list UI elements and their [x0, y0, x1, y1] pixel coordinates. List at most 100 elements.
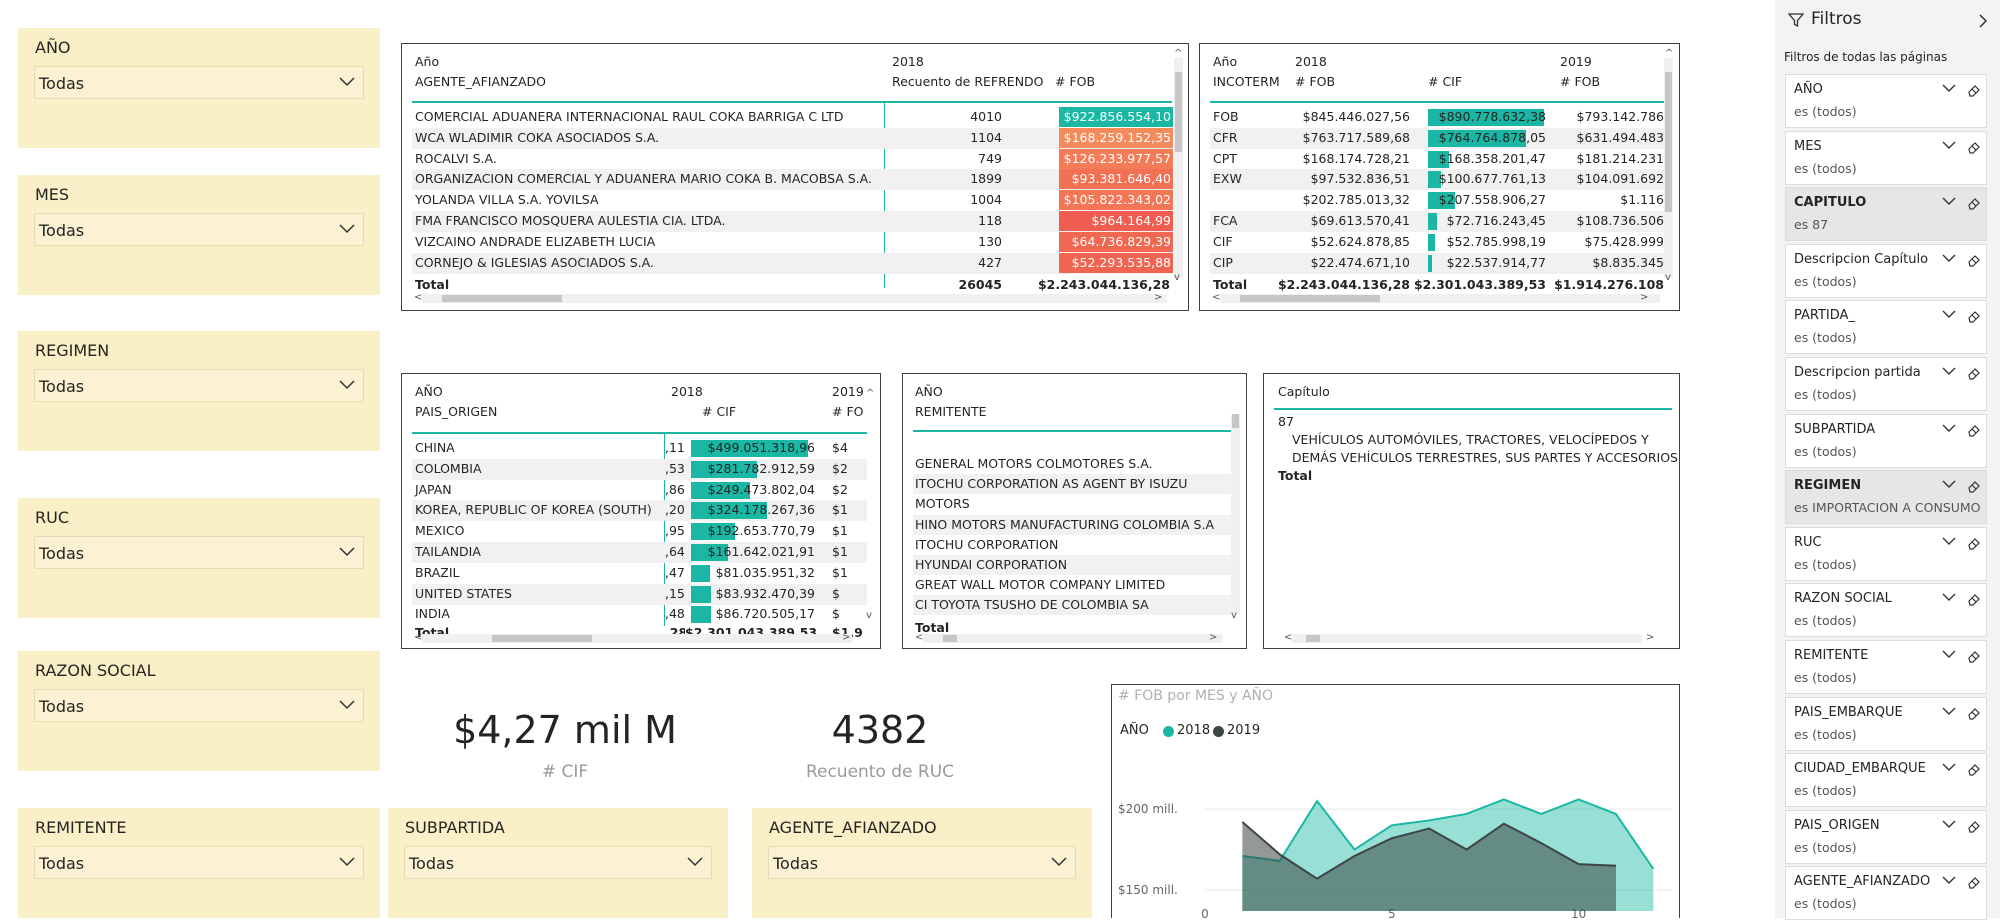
slicer-dropdown-subpartida[interactable]: Todas — [404, 846, 712, 879]
chevron-down-icon[interactable] — [1942, 480, 1956, 489]
chevron-down-icon[interactable] — [1942, 650, 1956, 659]
incoterm-name[interactable]: FOB — [1213, 107, 1239, 127]
slicer-dropdown-mes[interactable]: Todas — [34, 213, 364, 246]
eraser-icon[interactable] — [1967, 140, 1981, 154]
scroll-down-icon[interactable]: v — [1174, 272, 1180, 283]
eraser-icon[interactable] — [1967, 536, 1981, 550]
chevron-down-icon[interactable] — [1942, 820, 1956, 829]
collapse-pane-icon[interactable] — [1978, 14, 1988, 28]
slicer-dropdown-remitente[interactable]: Todas — [34, 846, 364, 879]
eraser-icon[interactable] — [1967, 762, 1981, 776]
scroll-down-icon[interactable]: v — [1231, 610, 1237, 621]
incoterm-name[interactable]: CIP — [1213, 253, 1233, 273]
scroll-left-icon[interactable]: < — [414, 632, 422, 643]
incoterm-name[interactable]: FCA — [1213, 211, 1237, 231]
eraser-icon[interactable] — [1967, 706, 1981, 720]
chevron-down-icon[interactable] — [1942, 141, 1956, 150]
agente-name[interactable]: FMA FRANCISCO MOSQUERA AULESTIA CIA. LTD… — [415, 211, 725, 231]
slicer-dropdown-razon-social[interactable]: Todas — [34, 689, 364, 722]
agente-name[interactable]: YOLANDA VILLA S.A. YOVILSA — [415, 190, 599, 210]
remitente-name[interactable]: HYUNDAI CORPORATION — [915, 555, 1231, 575]
pais-name[interactable]: BRAZIL — [415, 563, 460, 583]
remitente-name[interactable]: GREAT WALL MOTOR COMPANY LIMITED — [915, 575, 1231, 595]
chevron-down-icon[interactable] — [1942, 537, 1956, 546]
eraser-icon[interactable] — [1967, 366, 1981, 380]
scroll-right-icon[interactable]: > — [1154, 292, 1162, 303]
remitente-name[interactable]: CI TOYOTA TSUSHO DE COLOMBIA SA — [915, 595, 1231, 615]
chevron-down-icon[interactable] — [1942, 254, 1956, 263]
agente-name[interactable]: WCA WLADIMIR COKA ASOCIADOS S.A. — [415, 128, 659, 148]
scroll-up-icon[interactable]: ^ — [866, 388, 874, 399]
capitulo-description[interactable]: DEMÁS VEHÍCULOS TERRESTRES, SUS PARTES Y… — [1292, 448, 1678, 468]
chevron-down-icon[interactable] — [1942, 424, 1956, 433]
pais-name[interactable]: JAPAN — [415, 480, 452, 500]
horizontal-scrollbar[interactable] — [923, 634, 1223, 643]
incoterm-name[interactable]: EXW — [1213, 169, 1242, 189]
chevron-down-icon[interactable] — [1942, 876, 1956, 885]
eraser-icon[interactable] — [1967, 649, 1981, 663]
scroll-right-icon[interactable]: > — [1640, 292, 1648, 303]
scroll-right-icon[interactable]: > — [1209, 632, 1217, 643]
pais-name[interactable]: INDIA — [415, 604, 450, 624]
capitulo-description[interactable]: VEHÍCULOS AUTOMÓVILES, TRACTORES, VELOCÍ… — [1292, 430, 1649, 450]
remitente-name[interactable]: ITOCHU CORPORATION — [915, 535, 1231, 555]
remitente-name[interactable]: MOTORS — [915, 494, 1231, 514]
scroll-up-icon[interactable]: ^ — [1665, 48, 1673, 59]
scroll-right-icon[interactable]: > — [1646, 632, 1654, 643]
scroll-left-icon[interactable]: < — [414, 292, 422, 303]
scroll-left-icon[interactable]: < — [1284, 632, 1292, 643]
scroll-right-icon[interactable]: > — [842, 632, 850, 643]
chevron-down-icon[interactable] — [1942, 197, 1956, 206]
pais-name[interactable]: CHINA — [415, 438, 455, 458]
chevron-down-icon[interactable] — [1942, 593, 1956, 602]
eraser-icon[interactable] — [1967, 423, 1981, 437]
scroll-down-icon[interactable]: v — [1665, 272, 1671, 283]
capitulo-code[interactable]: 87 — [1278, 412, 1294, 432]
horizontal-scrollbar[interactable] — [422, 294, 1167, 303]
scroll-down-icon[interactable]: v — [866, 610, 872, 621]
slicer-dropdown-regimen[interactable]: Todas — [34, 369, 364, 402]
agente-name[interactable]: VIZCAINO ANDRADE ELIZABETH LUCIA — [415, 232, 655, 252]
eraser-icon[interactable] — [1967, 309, 1981, 323]
eraser-icon[interactable] — [1967, 196, 1981, 210]
pais-name[interactable]: MEXICO — [415, 521, 465, 541]
horizontal-scrollbar[interactable] — [422, 634, 852, 643]
eraser-icon[interactable] — [1967, 253, 1981, 267]
slicer-dropdown-agente[interactable]: Todas — [768, 846, 1076, 879]
pais-name[interactable]: TAILANDIA — [415, 542, 481, 562]
incoterm-name[interactable]: CPT — [1213, 149, 1237, 169]
horizontal-scrollbar[interactable] — [1220, 294, 1660, 303]
vertical-scrollbar[interactable] — [1664, 58, 1673, 278]
eraser-icon[interactable] — [1967, 83, 1981, 97]
incoterm-name[interactable]: CIF — [1213, 232, 1233, 252]
agente-name[interactable]: ORGANIZACION COMERCIAL Y ADUANERA MARIO … — [415, 169, 872, 189]
vertical-scrollbar[interactable] — [1231, 414, 1240, 614]
remitente-name[interactable]: ITOCHU CORPORATION AS AGENT BY ISUZU — [915, 474, 1231, 494]
chevron-down-icon[interactable] — [1942, 707, 1956, 716]
eraser-icon[interactable] — [1967, 819, 1981, 833]
incoterm-name[interactable]: CFR — [1213, 128, 1238, 148]
chevron-down-icon[interactable] — [1942, 84, 1956, 93]
chevron-down-icon[interactable] — [1942, 310, 1956, 319]
remitente-name[interactable]: HINO MOTORS MANUFACTURING COLOMBIA S.A — [915, 515, 1231, 535]
scroll-left-icon[interactable]: < — [1212, 292, 1220, 303]
scroll-up-icon[interactable]: ^ — [1174, 48, 1182, 59]
pais-name[interactable]: COLOMBIA — [415, 459, 482, 479]
slicer-dropdown-anio[interactable]: Todas — [34, 66, 364, 99]
agente-name[interactable]: CORNEJO & IGLESIAS ASOCIADOS S.A. — [415, 253, 654, 273]
agente-name[interactable]: ROCALVI S.A. — [415, 149, 497, 169]
